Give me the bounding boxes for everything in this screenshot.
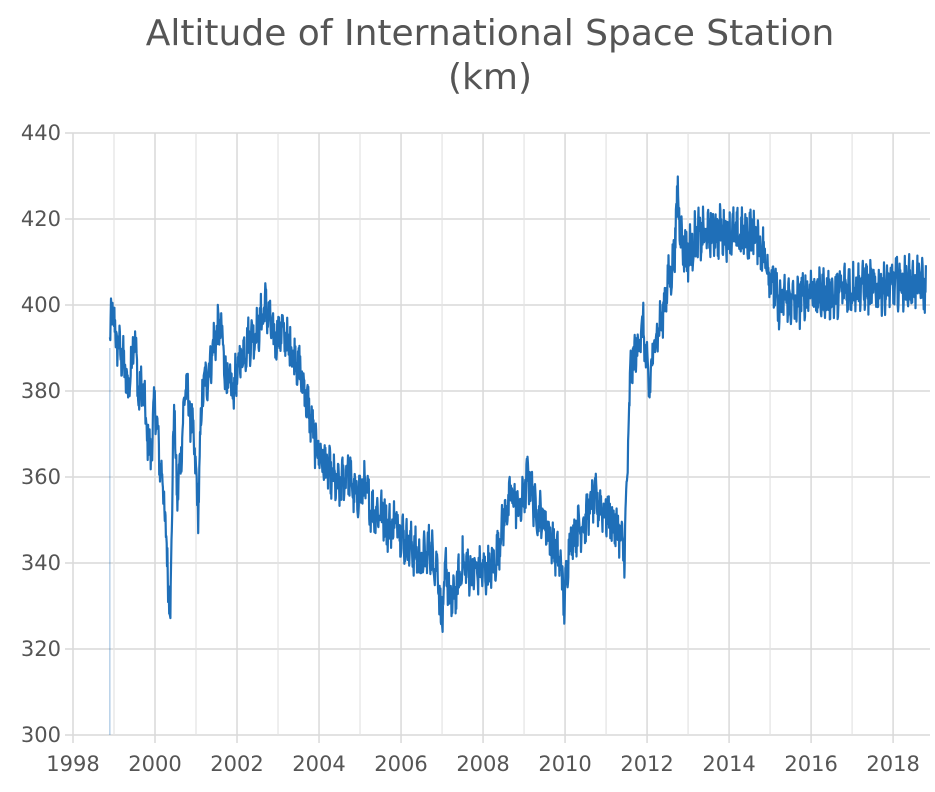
y-tick-label: 420 <box>21 207 61 231</box>
chart-title-line2: (km) <box>447 57 532 98</box>
x-tick-label: 2008 <box>456 752 509 776</box>
x-tick-label: 2018 <box>866 752 919 776</box>
series-layer <box>108 175 927 735</box>
chart-title-line1: Altitude of International Space Station <box>145 13 835 54</box>
x-tick-label: 2010 <box>538 752 591 776</box>
x-tick-label: 2012 <box>620 752 673 776</box>
grid-layer <box>65 132 930 743</box>
series-line <box>108 175 927 633</box>
y-tick-label: 300 <box>21 723 61 747</box>
x-tick-label: 2004 <box>292 752 345 776</box>
x-tick-label: 2014 <box>702 752 755 776</box>
y-tick-label: 340 <box>21 551 61 575</box>
tick-label-layer: 300 320 340 360 380 400 420 440 1998 2000 2002 2004… <box>21 121 920 776</box>
y-tick-label: 380 <box>21 379 61 403</box>
x-tick-label: 2002 <box>210 752 263 776</box>
y-tick-label: 320 <box>21 637 61 661</box>
y-tick-label: 400 <box>21 293 61 317</box>
chart-title: Altitude of International Space Station … <box>0 12 935 100</box>
x-tick-label: 2000 <box>128 752 181 776</box>
x-tick-label: 2006 <box>374 752 427 776</box>
x-tick-label: 2016 <box>784 752 837 776</box>
y-tick-label: 360 <box>21 465 61 489</box>
y-tick-label: 440 <box>21 121 61 145</box>
x-tick-label: 1998 <box>46 752 99 776</box>
